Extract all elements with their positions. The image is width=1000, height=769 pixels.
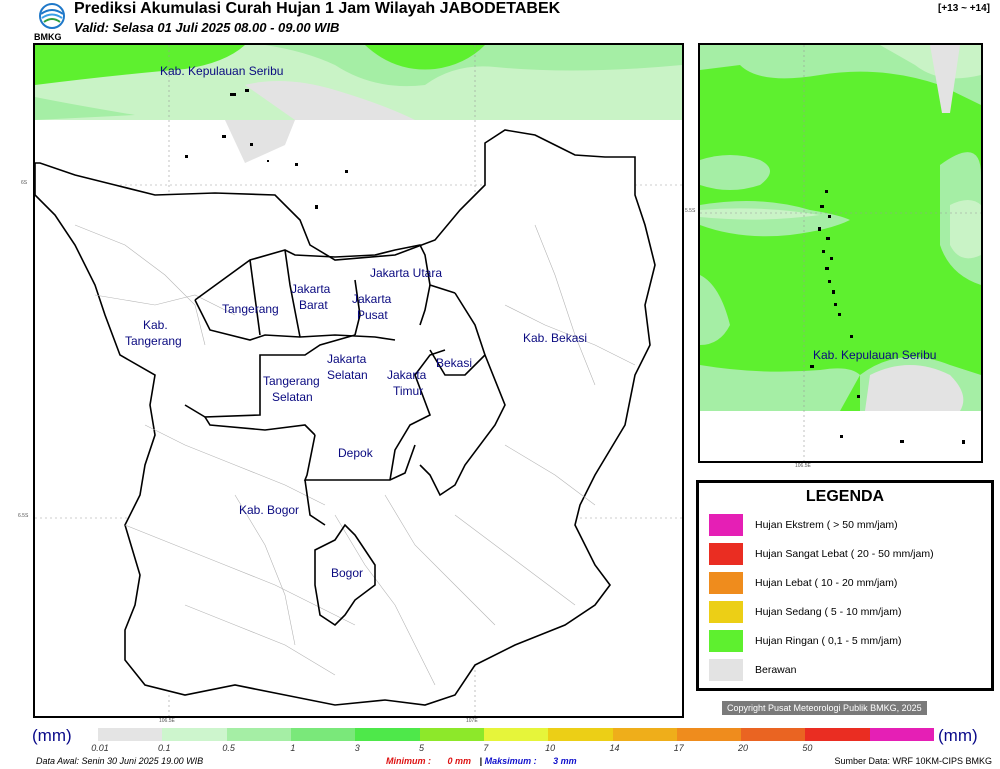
inset-label-kab-kepulauan-seribu: Kab. Kepulauan Seribu [813,348,936,362]
legend-item: Hujan Sedang ( 5 - 10 mm/jam) [709,601,901,623]
unit-label-left: (mm) [32,726,72,745]
colorbar-segment [419,728,484,741]
legend-title: LEGENDA [805,488,885,505]
legend-label: Hujan Sedang ( 5 - 10 mm/jam) [755,606,902,618]
main-map: Kab. Kepulauan Seribu Jakarta Utara Jaka… [33,43,684,718]
legend-item: Hujan Ekstrem ( > 50 mm/jam) [709,514,898,536]
inset-map: Kab. Kepulauan Seribu [698,43,983,463]
label-jakarta-utara: Jakarta Utara [370,266,442,280]
colorbar-label: 50 [802,743,813,753]
legend-label: Hujan Sangat Lebat ( 20 - 50 mm/jam) [755,548,934,560]
min-max: Minimum : 0 mm | Maksimum : 3 mm [386,756,577,766]
legend-item: Hujan Ringan ( 0,1 - 5 mm/jam) [709,630,901,652]
forecast-range: [+13 ~ +14] [938,3,990,14]
maksimum-label: Maksimum : [484,756,537,766]
inset-lon-tick: 106.5E [795,463,811,469]
label-kab-bekasi: Kab. Bekasi [523,331,587,345]
lat-tick-6-5s: 6.5S [18,513,29,519]
colorbar-segment [355,728,420,741]
colorbar-label: 17 [673,743,684,753]
colorbar-segment [162,728,227,741]
colorbar-label: 14 [609,743,620,753]
label-jakarta-selatan: Jakarta Selatan [327,352,368,382]
maksimum-value: 3 mm [553,756,577,766]
colorbar-segment [226,728,291,741]
data-source: Sumber Data: WRF 10KM-CIPS BMKG [834,756,992,766]
colorbar-label: 3 [354,743,360,753]
data-awal: Data Awal: Senin 30 Juni 2025 19.00 WIB [36,756,204,766]
label-tangerang: Tangerang [222,302,279,316]
colorbar-label: 0.01 [91,743,109,753]
legend-item: Hujan Lebat ( 10 - 20 mm/jam) [709,572,897,594]
label-bekasi: Bekasi [436,356,472,370]
main-map-svg: Kab. Kepulauan Seribu Jakarta Utara Jaka… [35,45,682,716]
map-title: Prediksi Akumulasi Curah Hujan 1 Jam Wil… [74,0,561,17]
legend-swatch [709,514,743,536]
inset-lat-tick: 5.5S [685,208,696,214]
colorbar-segment [676,728,742,741]
colorbar-label: 7 [483,743,489,753]
colorbar-segment [741,728,806,741]
colorbar [98,728,935,741]
colorbar-label: 10 [545,743,556,753]
colorbar-segment [612,728,677,741]
legend-item: Berawan [709,659,796,681]
label-depok: Depok [338,446,374,460]
inset-map-svg: Kab. Kepulauan Seribu [700,45,981,461]
colorbar-label: 20 [738,743,749,753]
minimum-value: 0 mm [447,756,472,766]
legend: LEGENDA Hujan Ekstrem ( > 50 mm/jam) Huj… [696,480,994,691]
logo-text: BMKG [34,32,62,42]
label-jakarta-barat: Jakarta Barat [291,282,331,312]
colorbar-segment [98,728,163,741]
legend-label: Berawan [755,664,797,676]
minimum-label: Minimum : [386,756,431,766]
colorbar-label: 5 [419,743,425,753]
legend-swatch [709,659,743,681]
legend-swatch [709,601,743,623]
colorbar-segment [805,728,870,741]
bmkg-logo: BMKG [33,2,71,44]
lon-tick-107e: 107E [466,718,478,724]
legend-item: Hujan Sangat Lebat ( 20 - 50 mm/jam) [709,543,934,565]
colorbar-label: 0.5 [222,743,235,753]
colorbar-segment [548,728,613,741]
valid-period: Valid: Selasa 01 Juli 2025 08.00 - 09.00… [74,20,340,35]
legend-label: Hujan Ekstrem ( > 50 mm/jam) [755,519,898,531]
legend-label: Hujan Lebat ( 10 - 20 mm/jam) [755,577,898,589]
colorbar-label: 0.1 [158,743,171,753]
label-bogor: Bogor [331,566,363,580]
copyright: Copyright Pusat Meteorologi Publik BMKG,… [722,701,927,715]
legend-label: Hujan Ringan ( 0,1 - 5 mm/jam) [755,635,902,647]
colorbar-segment [483,728,549,741]
colorbar-segment [290,728,356,741]
lat-tick-6s-outer: 6S [21,180,28,186]
legend-swatch [709,630,743,652]
label-kab-bogor: Kab. Bogor [239,503,299,517]
lon-tick-106-5e-outer: 106.5E [159,718,175,724]
colorbar-segment [869,728,935,741]
label-kab-tangerang: Kab. Tangerang [125,318,182,348]
label-jakarta-pusat: Jakarta Pusat [352,292,392,322]
unit-label-right: (mm) [938,726,978,745]
legend-swatch [709,543,743,565]
legend-swatch [709,572,743,594]
label-jakarta-timur: Jakarta Timur [387,368,427,398]
colorbar-labels: 0.01 0.1 0.5 1 3 5 7 10 14 17 20 50 [91,743,934,755]
label-kab-kepulauan-seribu: Kab. Kepulauan Seribu [160,64,283,78]
colorbar-label: 1 [290,743,296,753]
label-tangerang-selatan: Tangerang Selatan [263,374,320,404]
